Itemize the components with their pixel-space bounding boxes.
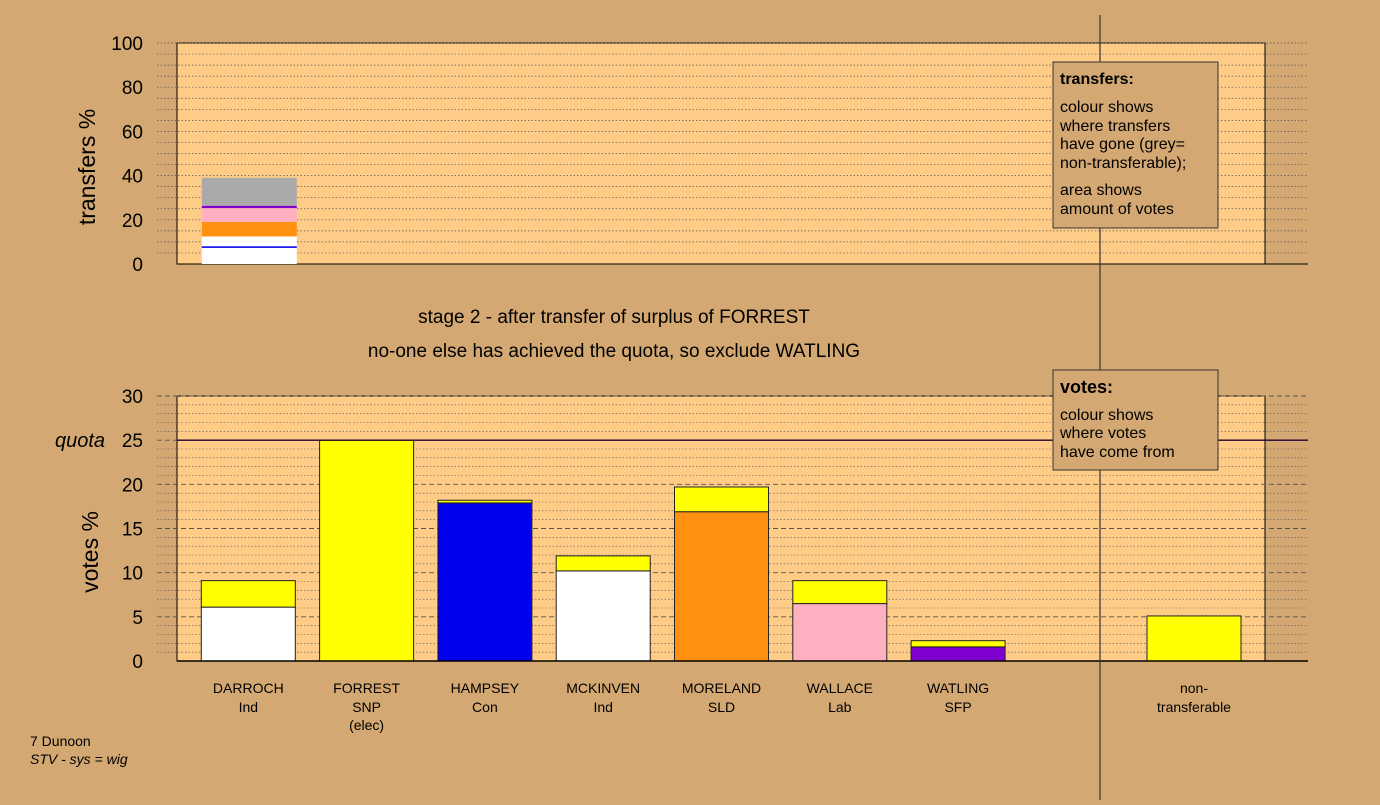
- candidate-party-label: Ind: [593, 699, 612, 715]
- transfers-legend-line: area shows: [1060, 182, 1142, 199]
- system-note: STV - sys = wig: [30, 751, 128, 767]
- transfers-axis-label: transfers %: [74, 109, 100, 225]
- non-transferable-label: transferable: [1157, 699, 1231, 715]
- transfers-legend-title: transfers:: [1060, 71, 1134, 88]
- votes-tick-label: 10: [122, 564, 143, 585]
- transfers-legend-line: where transfers: [1059, 118, 1170, 135]
- vote-bar-segment: [319, 439, 415, 662]
- votes-tick-label: 5: [132, 608, 143, 629]
- candidate-name-label: HAMPSEY: [451, 680, 520, 696]
- vote-bar-segment: [674, 511, 769, 662]
- vote-bar-segment: [555, 555, 651, 572]
- vote-bar-segment: [910, 640, 1006, 648]
- votes-legend-line: have come from: [1060, 444, 1175, 461]
- transfers-legend-line: non-transferable);: [1060, 155, 1186, 172]
- candidate-status-label: (elec): [349, 717, 384, 733]
- votes-tick-label: 20: [122, 475, 143, 496]
- transfer-segment-sfp: [201, 205, 297, 209]
- non-transferable-bar: [1146, 615, 1242, 662]
- exclusion-caption: no-one else has achieved the quota, so e…: [368, 341, 860, 362]
- vote-bar-segment: [200, 580, 296, 608]
- candidate-name-label: MORELAND: [682, 680, 761, 696]
- transfers-legend-line: colour shows: [1060, 99, 1153, 116]
- transfers-tick-label: 20: [122, 211, 143, 232]
- candidate-party-label: Lab: [828, 699, 852, 715]
- candidate-party-label: Con: [472, 699, 498, 715]
- candidate-name-label: WALLACE: [807, 680, 873, 696]
- votes-legend: votes: colour shows where votes have com…: [1052, 369, 1219, 471]
- non-transferable-label: non-: [1180, 680, 1208, 696]
- transfers-legend-line: have gone (grey=: [1060, 136, 1185, 153]
- vote-bar-segment: [792, 603, 888, 662]
- votes-tick-label: 25: [122, 431, 143, 452]
- votes-legend-title: votes:: [1060, 377, 1113, 397]
- candidate-name-label: WATLING: [927, 680, 989, 696]
- votes-legend-line: colour shows: [1060, 407, 1153, 424]
- transfers-tick-label: 40: [122, 167, 143, 188]
- vote-bar-segment: [555, 570, 651, 662]
- votes-axis-label: votes %: [77, 511, 103, 593]
- candidate-name-label: DARROCH: [213, 680, 284, 696]
- vote-bar-segment: [910, 646, 1006, 662]
- transfer-segment: [201, 222, 297, 237]
- transfer-segment: [201, 177, 297, 206]
- vote-bar-segment: [792, 580, 888, 605]
- votes-tick-label: 30: [122, 387, 143, 408]
- votes-tick-label: 15: [122, 520, 143, 541]
- votes-tick-label: 0: [132, 652, 143, 673]
- vote-bar-segment: [674, 486, 769, 513]
- candidate-party-label: SLD: [708, 699, 735, 715]
- quota-label: quota: [55, 430, 105, 452]
- votes-legend-line: where votes: [1059, 425, 1146, 442]
- ward-name: 7 Dunoon: [30, 733, 91, 749]
- candidate-name-label: FORREST: [333, 680, 400, 696]
- transfers-tick-label: 80: [122, 78, 143, 99]
- stage-caption: stage 2 - after transfer of surplus of F…: [418, 307, 810, 328]
- candidate-party-label: Ind: [239, 699, 258, 715]
- transfers-tick-label: 100: [111, 34, 143, 55]
- transfers-tick-label: 0: [132, 255, 143, 276]
- transfers-legend-line: amount of votes: [1060, 201, 1174, 218]
- vote-bar-segment: [200, 606, 296, 662]
- transfers-tick-label: 60: [122, 122, 143, 143]
- transfers-legend: transfers: colour shows where transfers …: [1052, 61, 1219, 229]
- vote-bar-segment: [437, 499, 533, 504]
- candidate-party-label: SNP: [352, 699, 381, 715]
- transfer-segment: [201, 208, 297, 223]
- vote-bar-segment: [437, 502, 533, 662]
- transfer-segment-con: [201, 246, 297, 248]
- candidate-name-label: MCKINVEN: [566, 680, 640, 696]
- transfer-segment: [201, 236, 297, 264]
- candidate-party-label: SFP: [944, 699, 971, 715]
